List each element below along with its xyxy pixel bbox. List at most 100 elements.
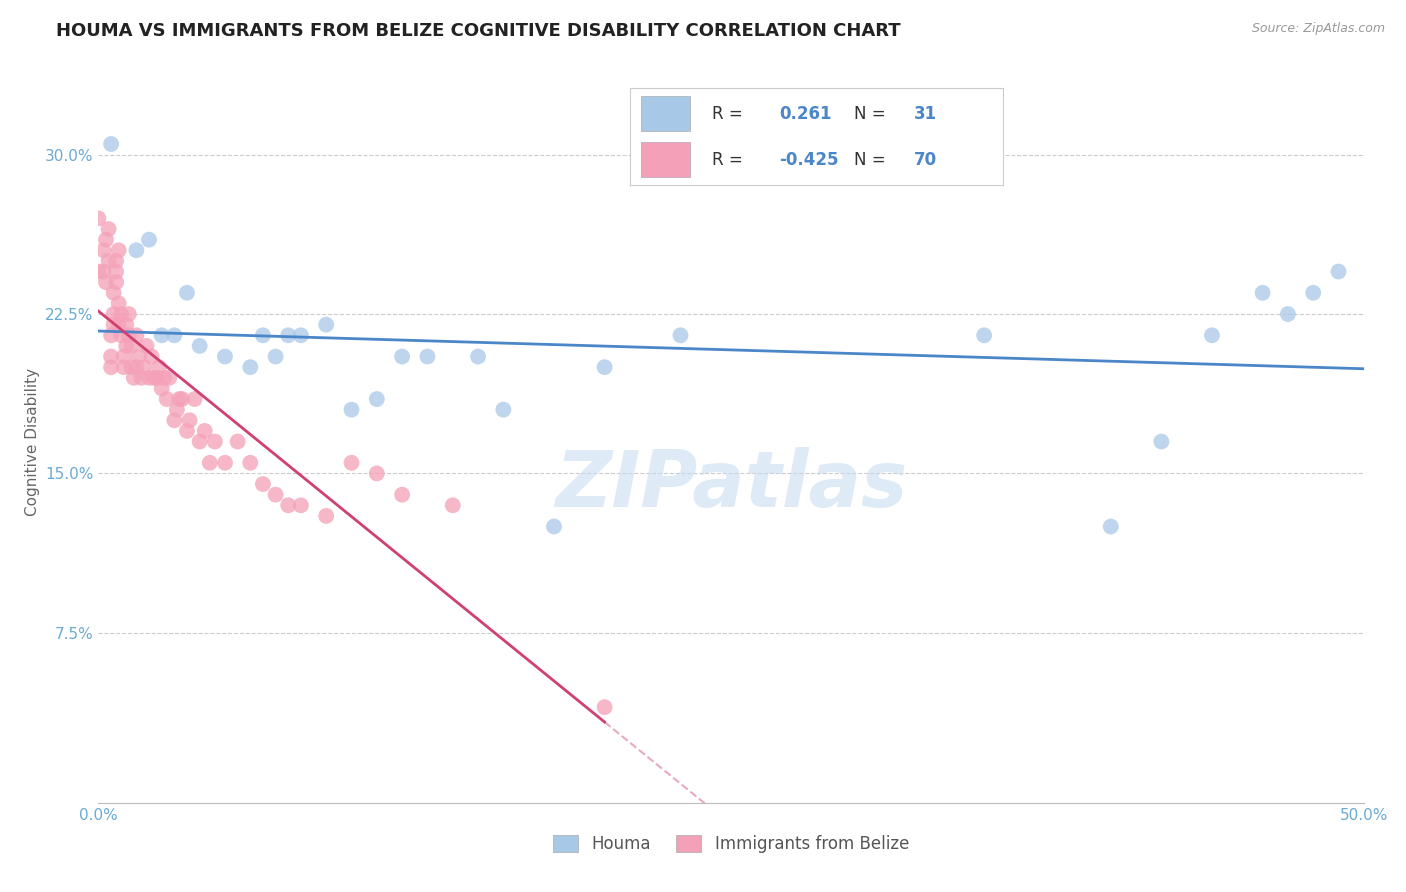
Point (94, 233, 117, 247)
Legend: Houma, Immigrants from Belize: Houma, Immigrants from Belize (547, 828, 915, 860)
Point (264, 488, 287, 502)
Point (105, 264, 128, 278)
Point (110, 328, 132, 343)
Point (131, 371, 153, 385)
Point (103, 318, 125, 332)
Point (214, 456, 236, 470)
Point (315, 318, 337, 332)
Point (125, 244, 148, 258)
Point (492, 402, 515, 417)
Point (194, 424, 217, 438)
Point (1150, 434, 1173, 449)
Point (105, 254, 128, 268)
Point (143, 371, 166, 385)
Point (93, 244, 115, 258)
Point (277, 328, 299, 343)
Point (467, 350, 489, 364)
Point (290, 328, 312, 343)
Point (264, 350, 287, 364)
Point (188, 434, 211, 449)
Point (176, 285, 198, 300)
Y-axis label: Cognitive Disability: Cognitive Disability (24, 368, 39, 516)
Point (252, 477, 274, 491)
Point (138, 371, 160, 385)
Point (593, 700, 616, 714)
Point (107, 244, 129, 258)
Point (135, 339, 157, 353)
Point (1201, 328, 1223, 343)
Point (93, 264, 115, 278)
Point (214, 350, 236, 364)
Point (112, 360, 135, 375)
Point (973, 328, 995, 343)
Point (148, 360, 170, 375)
Point (226, 434, 249, 449)
Point (391, 488, 413, 502)
Point (340, 402, 363, 417)
Point (366, 392, 388, 406)
Point (107, 296, 129, 310)
Point (125, 360, 148, 375)
Point (105, 275, 128, 289)
Point (94, 275, 117, 289)
Point (391, 350, 413, 364)
Point (593, 360, 616, 375)
Text: Source: ZipAtlas.com: Source: ZipAtlas.com (1251, 22, 1385, 36)
Point (1099, 519, 1122, 533)
Point (166, 402, 188, 417)
Point (153, 371, 176, 385)
Point (163, 413, 186, 427)
Point (1302, 285, 1324, 300)
Point (87, 211, 110, 226)
Text: ZIPatlas: ZIPatlas (555, 447, 907, 523)
Point (100, 350, 122, 364)
Point (112, 350, 135, 364)
Point (1277, 307, 1299, 321)
Point (97, 254, 120, 268)
Point (204, 434, 226, 449)
Point (179, 413, 201, 427)
Point (198, 456, 221, 470)
Point (188, 339, 211, 353)
Point (118, 307, 141, 321)
Point (107, 318, 129, 332)
Point (315, 508, 337, 523)
Point (100, 136, 122, 151)
Point (118, 328, 141, 343)
Point (1327, 264, 1350, 278)
Point (110, 307, 132, 321)
Point (156, 392, 179, 406)
Point (340, 456, 363, 470)
Point (669, 328, 692, 343)
Point (141, 350, 163, 364)
Point (120, 339, 142, 353)
Point (239, 360, 262, 375)
Point (128, 350, 150, 364)
Point (416, 350, 439, 364)
Point (122, 371, 145, 385)
Point (176, 424, 198, 438)
Point (543, 519, 565, 533)
Point (115, 339, 138, 353)
Point (120, 360, 142, 375)
Point (150, 328, 173, 343)
Point (157, 371, 180, 385)
Point (366, 467, 388, 481)
Point (103, 307, 125, 321)
Point (150, 381, 173, 395)
Point (145, 371, 167, 385)
Point (183, 392, 205, 406)
Point (277, 498, 299, 512)
Point (169, 392, 191, 406)
Point (115, 318, 138, 332)
Point (100, 328, 122, 343)
Text: HOUMA VS IMMIGRANTS FROM BELIZE COGNITIVE DISABILITY CORRELATION CHART: HOUMA VS IMMIGRANTS FROM BELIZE COGNITIV… (56, 22, 901, 40)
Point (87, 264, 110, 278)
Point (100, 360, 122, 375)
Point (163, 328, 186, 343)
Point (103, 285, 125, 300)
Point (125, 328, 148, 343)
Point (170, 392, 193, 406)
Point (239, 456, 262, 470)
Point (290, 498, 312, 512)
